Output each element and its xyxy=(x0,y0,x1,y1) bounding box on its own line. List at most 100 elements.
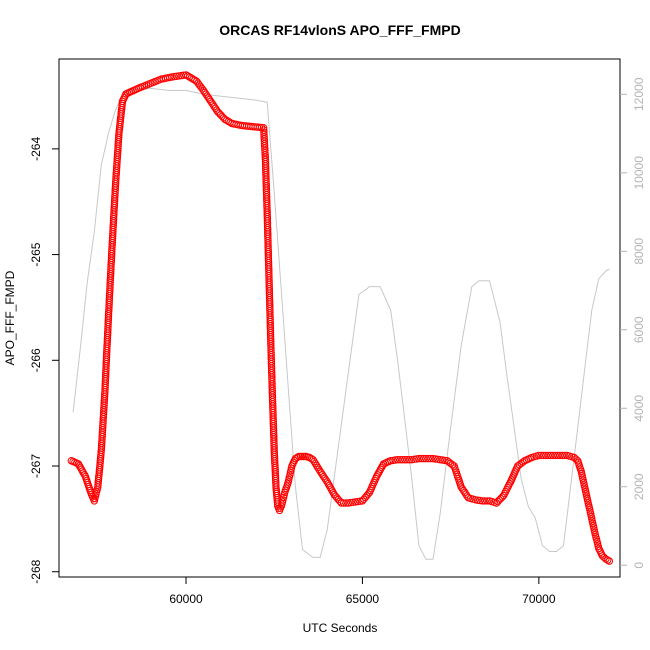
red-data-point xyxy=(315,465,323,473)
red-data-point xyxy=(431,455,440,463)
red-data-point xyxy=(391,456,400,464)
red-data-point xyxy=(542,451,550,460)
red-data-point xyxy=(535,451,543,460)
red-data-point xyxy=(403,456,411,464)
red-data-point xyxy=(198,85,206,93)
red-data-point xyxy=(461,488,469,497)
red-data-point xyxy=(328,487,336,495)
red-data-point xyxy=(426,454,435,463)
red-data-point xyxy=(572,455,580,463)
red-data-point xyxy=(478,497,487,505)
red-data-point xyxy=(417,454,425,463)
red-data-point xyxy=(481,497,489,505)
red-data-point xyxy=(324,480,332,488)
red-data-point xyxy=(415,454,423,463)
red-data-point xyxy=(314,463,322,472)
y2-tick-label: 4000 xyxy=(632,395,646,422)
red-data-point xyxy=(170,72,179,81)
red-data-point xyxy=(551,451,559,460)
red-data-point xyxy=(483,497,491,505)
red-data-point xyxy=(337,499,345,507)
red-data-point xyxy=(310,457,318,466)
x-axis-label: UTC Seconds xyxy=(303,621,378,635)
red-data-point xyxy=(327,485,335,493)
y-tick-label: -265 xyxy=(29,242,43,266)
red-data-point xyxy=(185,73,194,81)
red-data-point xyxy=(342,499,350,507)
red-data-point xyxy=(424,454,432,463)
red-data-point xyxy=(401,456,409,464)
red-data-point xyxy=(544,451,552,460)
red-data-point xyxy=(364,490,372,498)
x-tick-label: 65000 xyxy=(346,592,380,606)
red-data-point xyxy=(78,467,87,475)
red-data-point xyxy=(377,463,386,472)
red-data-point xyxy=(396,456,404,464)
red-data-point xyxy=(293,453,301,462)
red-data-point xyxy=(322,476,330,484)
red-data-point xyxy=(474,496,482,504)
red-data-point xyxy=(605,557,614,565)
red-data-point xyxy=(561,451,569,460)
red-data-point xyxy=(376,465,385,473)
red-data-point xyxy=(558,451,567,460)
red-data-point xyxy=(549,451,557,460)
red-data-point xyxy=(546,451,555,460)
red-data-point xyxy=(554,451,562,460)
red-data-point xyxy=(351,498,360,506)
y2-tick-label: 12000 xyxy=(632,77,646,111)
y-axis-label: APO_FFF_FMPD xyxy=(3,270,17,365)
y2-axis-right: 0 2000 4000 6000 8000 10000 12000 xyxy=(620,77,646,569)
red-data-point xyxy=(339,499,348,507)
series-red-points xyxy=(67,71,614,565)
red-data-point xyxy=(419,454,428,463)
red-data-point xyxy=(441,456,449,465)
plot-frame xyxy=(58,58,621,578)
red-data-point xyxy=(323,478,331,486)
red-data-point xyxy=(325,481,333,490)
red-data-point xyxy=(398,456,407,464)
y2-tick-label: 2000 xyxy=(632,473,646,500)
y2-tick-label: 6000 xyxy=(632,316,646,343)
red-data-point xyxy=(312,461,321,470)
red-data-point xyxy=(77,465,86,473)
red-data-point xyxy=(374,469,383,477)
red-data-point xyxy=(309,456,317,464)
x-axis: 60000 65000 70000 xyxy=(169,577,556,606)
y-tick-label: -264 xyxy=(29,137,43,161)
y2-tick-label: 0 xyxy=(632,562,646,569)
x-tick-label: 70000 xyxy=(522,592,556,606)
series-gray-line xyxy=(72,87,610,560)
chart-title: ORCAS RF14vlonS APO_FFF_FMPD xyxy=(219,22,460,38)
y-tick-label: -267 xyxy=(29,454,43,478)
red-data-point xyxy=(436,456,444,464)
red-data-point xyxy=(537,451,545,460)
y2-tick-label: 8000 xyxy=(632,238,646,265)
red-data-point xyxy=(375,467,384,475)
gray-series-line xyxy=(72,87,610,560)
red-data-point xyxy=(326,483,334,491)
red-data-point xyxy=(221,115,229,124)
red-data-point xyxy=(208,99,216,107)
y-tick-label: -268 xyxy=(29,559,43,583)
red-data-point xyxy=(556,451,564,460)
red-data-point xyxy=(347,498,355,507)
y2-tick-label: 10000 xyxy=(632,156,646,190)
red-data-point xyxy=(76,463,85,472)
y-axis: -264 -265 -266 -267 -268 xyxy=(29,137,59,584)
red-data-point xyxy=(356,497,364,505)
red-data-point xyxy=(604,556,612,564)
red-data-point xyxy=(317,469,325,477)
red-data-point xyxy=(405,456,414,464)
x-tick-label: 60000 xyxy=(169,592,203,606)
red-data-point xyxy=(75,462,84,470)
y-tick-label: -266 xyxy=(29,348,43,372)
red-data-point xyxy=(422,454,430,463)
red-data-point xyxy=(539,451,548,460)
red-data-point xyxy=(410,455,418,463)
red-data-point xyxy=(394,456,402,464)
red-data-point xyxy=(372,472,381,481)
red-data-point xyxy=(175,72,183,80)
red-data-point xyxy=(311,459,320,468)
